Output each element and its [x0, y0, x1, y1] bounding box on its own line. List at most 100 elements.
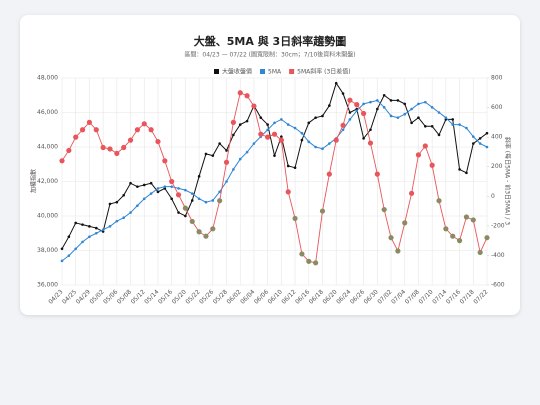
point — [74, 221, 78, 225]
point — [81, 240, 84, 244]
point — [177, 187, 180, 190]
point — [223, 159, 230, 165]
point — [429, 162, 435, 168]
point — [470, 217, 476, 223]
point — [395, 248, 401, 254]
point — [313, 260, 319, 266]
point — [115, 200, 119, 204]
point — [81, 223, 84, 226]
point — [478, 142, 482, 145]
point — [280, 118, 283, 121]
y-tick-label: 40,000 — [37, 213, 58, 220]
point — [244, 93, 250, 99]
point — [218, 190, 221, 194]
point — [444, 116, 448, 119]
point — [197, 175, 201, 178]
point — [259, 116, 263, 119]
point — [60, 247, 64, 251]
y2-axis-label: 斜率 (每日5MA - 前3日5MA) / 3 — [504, 137, 512, 225]
point — [108, 225, 112, 228]
y-axis-label: 加權指數 — [30, 169, 38, 193]
point — [148, 127, 154, 133]
point — [203, 233, 209, 239]
point — [354, 102, 360, 108]
point — [107, 146, 113, 152]
x-tick-label: 07/22 — [472, 288, 489, 305]
point — [471, 135, 475, 138]
point — [271, 131, 278, 137]
chart-subtitle: 區間：04/23 — 07/22 (圖寬限制：30cm；7/10後資料未開盤) — [184, 51, 355, 59]
point — [156, 187, 160, 190]
point — [245, 150, 249, 154]
point — [306, 258, 312, 264]
point — [225, 149, 228, 152]
point — [190, 199, 194, 202]
point — [100, 144, 106, 151]
point — [114, 150, 120, 157]
y-tick-label: 36,000 — [37, 282, 58, 289]
y2-tick-label: -600 — [491, 282, 505, 289]
point — [341, 92, 345, 95]
point — [121, 144, 127, 151]
point — [458, 168, 461, 171]
point — [237, 90, 243, 96]
point — [258, 131, 264, 137]
point — [450, 233, 456, 239]
point — [74, 247, 78, 251]
point — [458, 123, 461, 126]
y2-tick-label: 400 — [491, 134, 503, 141]
point — [451, 123, 455, 126]
point — [265, 134, 271, 140]
point — [79, 127, 86, 133]
point — [94, 231, 98, 235]
legend-swatch — [289, 69, 295, 74]
y-tick-label: 42,000 — [37, 178, 58, 185]
y2-tick-label: 800 — [491, 75, 503, 82]
point — [134, 127, 141, 133]
point — [60, 259, 64, 263]
y2-tick-label: -400 — [491, 252, 505, 259]
chart-title: 大盤、5MA 與 3日斜率趨勢圖 — [194, 34, 346, 48]
point — [251, 103, 257, 109]
point — [485, 131, 489, 135]
point — [93, 127, 99, 133]
point — [141, 121, 147, 127]
point — [285, 189, 291, 195]
point — [436, 198, 442, 204]
point — [73, 134, 79, 140]
point — [471, 142, 475, 145]
point — [389, 99, 393, 102]
point — [170, 185, 173, 188]
point — [376, 99, 379, 102]
point — [142, 183, 146, 187]
point — [122, 194, 125, 197]
point — [266, 128, 269, 132]
point — [430, 125, 434, 128]
point — [182, 205, 188, 211]
point — [321, 114, 324, 118]
point — [155, 138, 161, 145]
point — [232, 133, 235, 137]
y2-tick-label: 600 — [491, 104, 503, 111]
point — [463, 214, 470, 220]
point — [410, 121, 413, 125]
point — [362, 137, 365, 140]
point — [334, 81, 338, 85]
point — [245, 119, 249, 123]
point — [408, 190, 415, 196]
point — [478, 137, 482, 140]
point — [286, 123, 290, 126]
point — [292, 215, 298, 222]
point — [417, 116, 420, 119]
point — [396, 116, 400, 119]
point — [149, 192, 153, 195]
point — [184, 188, 187, 192]
point — [396, 99, 400, 102]
point — [278, 137, 284, 143]
point — [403, 112, 407, 116]
point — [340, 122, 346, 128]
legend-swatch — [260, 69, 266, 74]
point — [230, 119, 236, 125]
point — [149, 181, 153, 185]
